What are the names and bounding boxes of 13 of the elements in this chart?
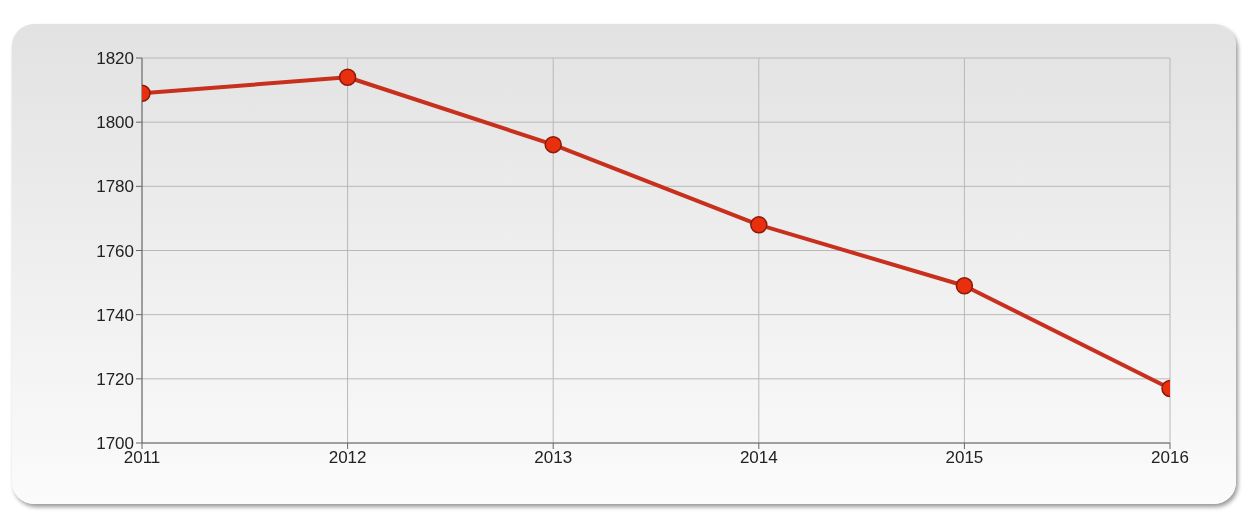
y-tick-label: 1780 (96, 177, 134, 197)
y-tick-label: 1800 (96, 113, 134, 133)
x-tick-label: 2015 (945, 448, 984, 468)
y-tick-label: 1740 (96, 305, 134, 325)
x-tick-label: 2016 (1151, 448, 1189, 468)
x-tick-label: 2012 (328, 448, 367, 468)
point (750, 216, 768, 234)
y-tick-label: 1820 (96, 49, 134, 69)
y-tick-label: 1760 (96, 241, 134, 261)
y-tick-label: 1720 (96, 369, 134, 389)
x-tick-label: 2013 (534, 448, 573, 468)
point (544, 135, 562, 154)
x-tick-label: 2014 (739, 448, 778, 468)
